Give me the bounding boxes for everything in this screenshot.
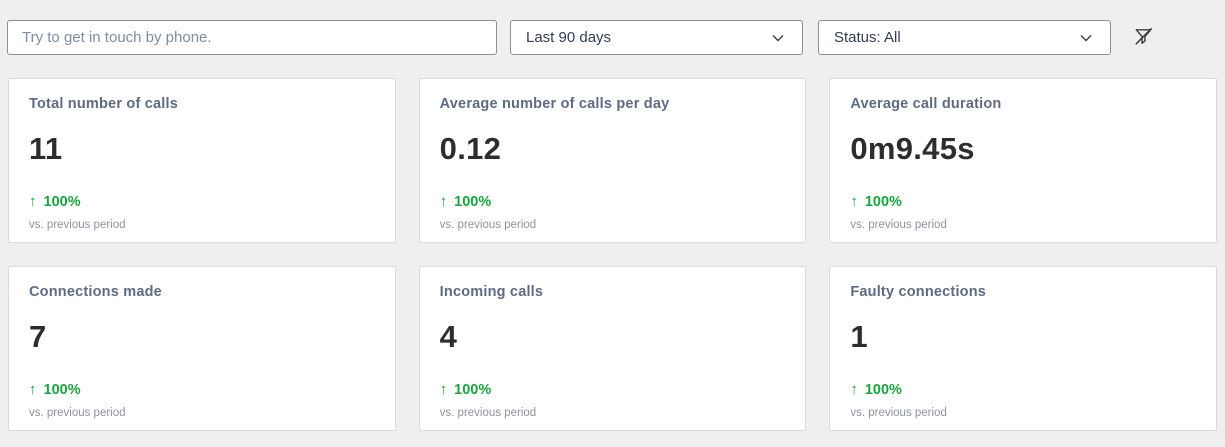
trend-value: 100% [454,193,492,210]
card-value: 7 [29,319,47,354]
card-title: Average call duration [850,96,1002,112]
clear-filters-button[interactable] [1130,25,1156,51]
trend-indicator: ↑ 100% [850,381,1196,398]
trend-up-arrow-icon: ↑ [439,193,448,210]
stats-grid: Total number of calls 11 ↑ 100% vs. prev… [8,78,1217,431]
trend-indicator: ↑ 100% [850,193,1196,210]
compare-label: vs. previous period [850,219,947,231]
stat-card-total-calls: Total number of calls 11 ↑ 100% vs. prev… [8,78,396,243]
trend-value: 100% [43,193,81,210]
trend-indicator: ↑ 100% [29,381,375,398]
compare-label: vs. previous period [29,407,126,419]
stat-card-avg-call-duration: Average call duration 0m9.45s ↑ 100% vs.… [829,78,1217,243]
card-title: Average number of calls per day [439,96,670,112]
trend-up-arrow-icon: ↑ [850,381,858,398]
trend-up-arrow-icon: ↑ [29,193,37,210]
card-value: 4 [439,319,458,354]
card-value: 11 [29,131,63,166]
trend-value: 100% [864,193,902,210]
trend-value: 100% [864,381,902,398]
card-title: Connections made [29,284,162,300]
trend-value: 100% [454,381,492,398]
stat-card-connections-made: Connections made 7 ↑ 100% vs. previous p… [8,266,396,431]
compare-label: vs. previous period [439,407,537,419]
chevron-down-icon [1078,30,1094,46]
card-value: 1 [850,319,868,354]
chevron-down-icon [770,30,786,46]
date-range-dropdown[interactable]: Last 90 days [510,20,803,55]
stat-card-faulty-connections: Faulty connections 1 ↑ 100% vs. previous… [829,266,1217,431]
card-title: Total number of calls [29,96,178,112]
card-value: 0m9.45s [850,131,975,166]
status-dropdown[interactable]: Status: All [818,20,1111,55]
search-input[interactable] [7,20,497,55]
date-range-value: Last 90 days [526,29,612,46]
trend-up-arrow-icon: ↑ [439,381,448,398]
trend-up-arrow-icon: ↑ [29,381,37,398]
compare-label: vs. previous period [850,407,947,419]
trend-value: 100% [43,381,81,398]
status-value: Status: All [834,29,901,46]
card-value: 0.12 [439,131,502,166]
trend-up-arrow-icon: ↑ [850,193,858,210]
trend-indicator: ↑ 100% [440,381,786,398]
stat-card-incoming-calls: Incoming calls 4 ↑ 100% vs. previous per… [418,266,807,431]
compare-label: vs. previous period [29,219,126,231]
trend-indicator: ↑ 100% [440,193,786,210]
trend-indicator: ↑ 100% [29,193,375,210]
card-title: Faulty connections [850,284,987,300]
card-title: Incoming calls [439,284,544,300]
filter-off-icon [1132,25,1155,51]
filter-bar: Last 90 days Status: All [0,0,1225,55]
stat-card-avg-calls-per-day: Average number of calls per day 0.12 ↑ 1… [418,78,807,243]
compare-label: vs. previous period [439,219,537,231]
